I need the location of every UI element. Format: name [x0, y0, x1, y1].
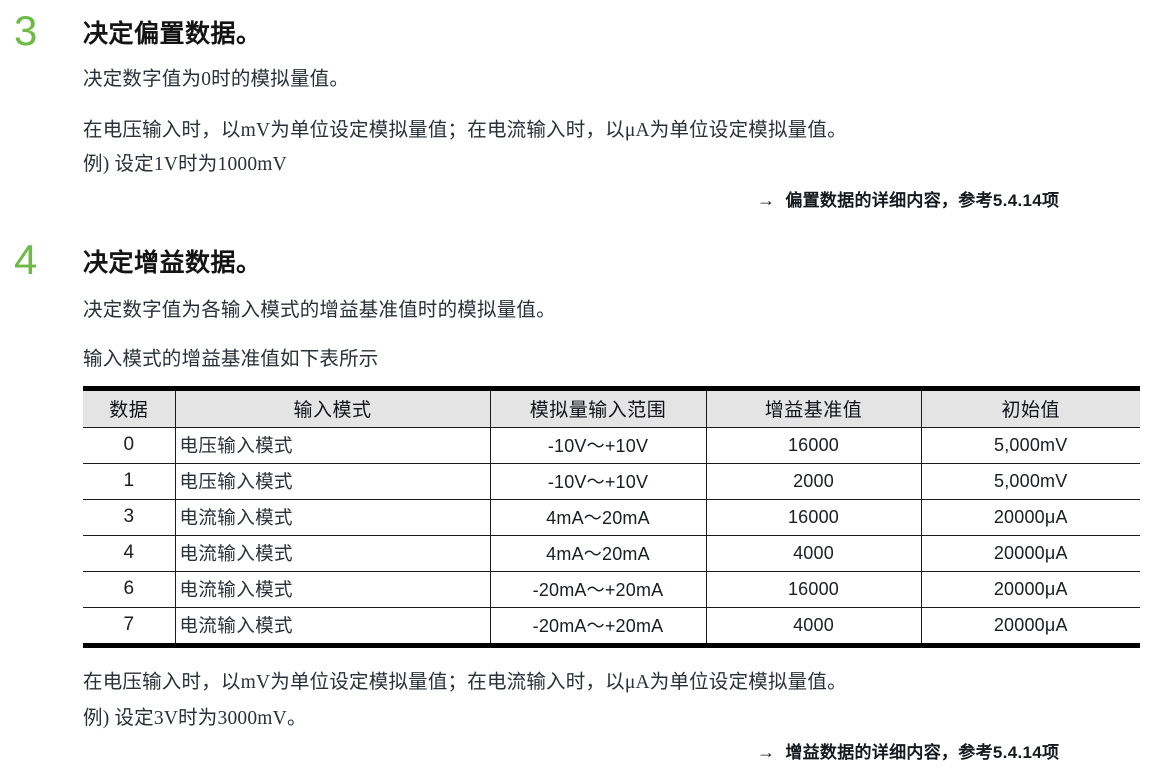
step-title-3: 决定偏置数据。 [83, 20, 262, 48]
cell-data: 0 [83, 426, 176, 464]
gain-reference-table-wrapper: 数据 输入模式 模拟量输入范围 增益基准值 初始值 0 电压输入模式 -10V～… [83, 386, 1140, 648]
cell-initial: 20000μA [920, 498, 1140, 536]
table-header-initial: 初始值 [920, 391, 1140, 428]
step4-after-table-line-1: 在电压输入时，以mV为单位设定模拟量值；在电流输入时，以μA为单位设定模拟量值。 [83, 672, 847, 693]
table-row: 3 电流输入模式 4mA～20mA 16000 20000μA [83, 498, 1140, 536]
cell-range: -20mA～+20mA [489, 606, 707, 643]
cell-mode: 电流输入模式 [174, 606, 491, 643]
step3-body-line-2: 在电压输入时，以mV为单位设定模拟量值；在电流输入时，以μA为单位设定模拟量值。 [83, 120, 847, 141]
cell-initial: 20000μA [920, 606, 1140, 643]
cell-gain: 4000 [705, 606, 922, 643]
table-header-gain: 增益基准值 [705, 391, 922, 428]
table-header-mode: 输入模式 [174, 391, 491, 428]
cell-initial: 5,000mV [920, 426, 1140, 464]
cell-mode: 电压输入模式 [174, 462, 491, 500]
cell-initial: 5,000mV [920, 462, 1140, 500]
cell-range: 4mA～20mA [489, 498, 707, 536]
table-row: 4 电流输入模式 4mA～20mA 4000 20000μA [83, 534, 1140, 572]
step4-body-line-1: 决定数字值为各输入模式的增益基准值时的模拟量值。 [83, 300, 556, 321]
cell-mode: 电流输入模式 [174, 534, 491, 572]
arrow-right-icon: → [757, 742, 776, 762]
arrow-right-icon: → [757, 190, 776, 210]
step4-after-table-line-2: 例) 设定3V时为3000mV。 [83, 708, 307, 729]
cell-mode: 电压输入模式 [174, 426, 491, 464]
cell-data: 4 [83, 534, 176, 572]
step3-body-line-1: 决定数字值为0时的模拟量值。 [83, 69, 350, 90]
cell-mode: 电流输入模式 [174, 570, 491, 608]
table-row: 0 电压输入模式 -10V～+10V 16000 5,000mV [83, 426, 1140, 464]
cell-data: 7 [83, 606, 176, 643]
cell-gain: 16000 [705, 426, 922, 464]
cell-data: 3 [83, 498, 176, 536]
step-number-4: 4 [14, 236, 38, 283]
cell-data: 1 [83, 462, 176, 500]
gain-reference-table: 数据 输入模式 模拟量输入范围 增益基准值 初始值 0 电压输入模式 -10V～… [83, 391, 1140, 643]
table-header-range: 模拟量输入范围 [489, 391, 707, 428]
step4-body-line-2: 输入模式的增益基准值如下表所示 [83, 349, 379, 370]
step4-reference-text: 增益数据的详细内容，参考5.4.14项 [785, 743, 1060, 762]
cell-initial: 20000μA [920, 534, 1140, 572]
step3-reference-text: 偏置数据的详细内容，参考5.4.14项 [785, 191, 1060, 210]
table-row: 1 电压输入模式 -10V～+10V 2000 5,000mV [83, 462, 1140, 500]
cell-mode: 电流输入模式 [174, 498, 491, 536]
cell-range: -10V～+10V [489, 426, 707, 464]
cell-gain: 2000 [705, 462, 922, 500]
cell-range: -10V～+10V [489, 462, 707, 500]
step-title-4: 决定增益数据。 [83, 249, 262, 277]
cell-data: 6 [83, 570, 176, 608]
cell-gain: 4000 [705, 534, 922, 572]
step4-reference: → 增益数据的详细内容，参考5.4.14项 [757, 738, 1059, 763]
cell-gain: 16000 [705, 498, 922, 536]
cell-range: -20mA～+20mA [489, 570, 707, 608]
table-row: 6 电流输入模式 -20mA～+20mA 16000 20000μA [83, 570, 1140, 608]
step3-body-line-3: 例) 设定1V时为1000mV [83, 154, 287, 175]
table-header-data: 数据 [83, 391, 176, 428]
table-row: 7 电流输入模式 -20mA～+20mA 4000 20000μA [83, 606, 1140, 643]
table-header-row: 数据 输入模式 模拟量输入范围 增益基准值 初始值 [83, 391, 1140, 428]
cell-gain: 16000 [705, 570, 922, 608]
cell-initial: 20000μA [920, 570, 1140, 608]
cell-range: 4mA～20mA [489, 534, 707, 572]
step3-reference: → 偏置数据的详细内容，参考5.4.14项 [757, 186, 1059, 211]
step-number-3: 3 [14, 7, 38, 54]
